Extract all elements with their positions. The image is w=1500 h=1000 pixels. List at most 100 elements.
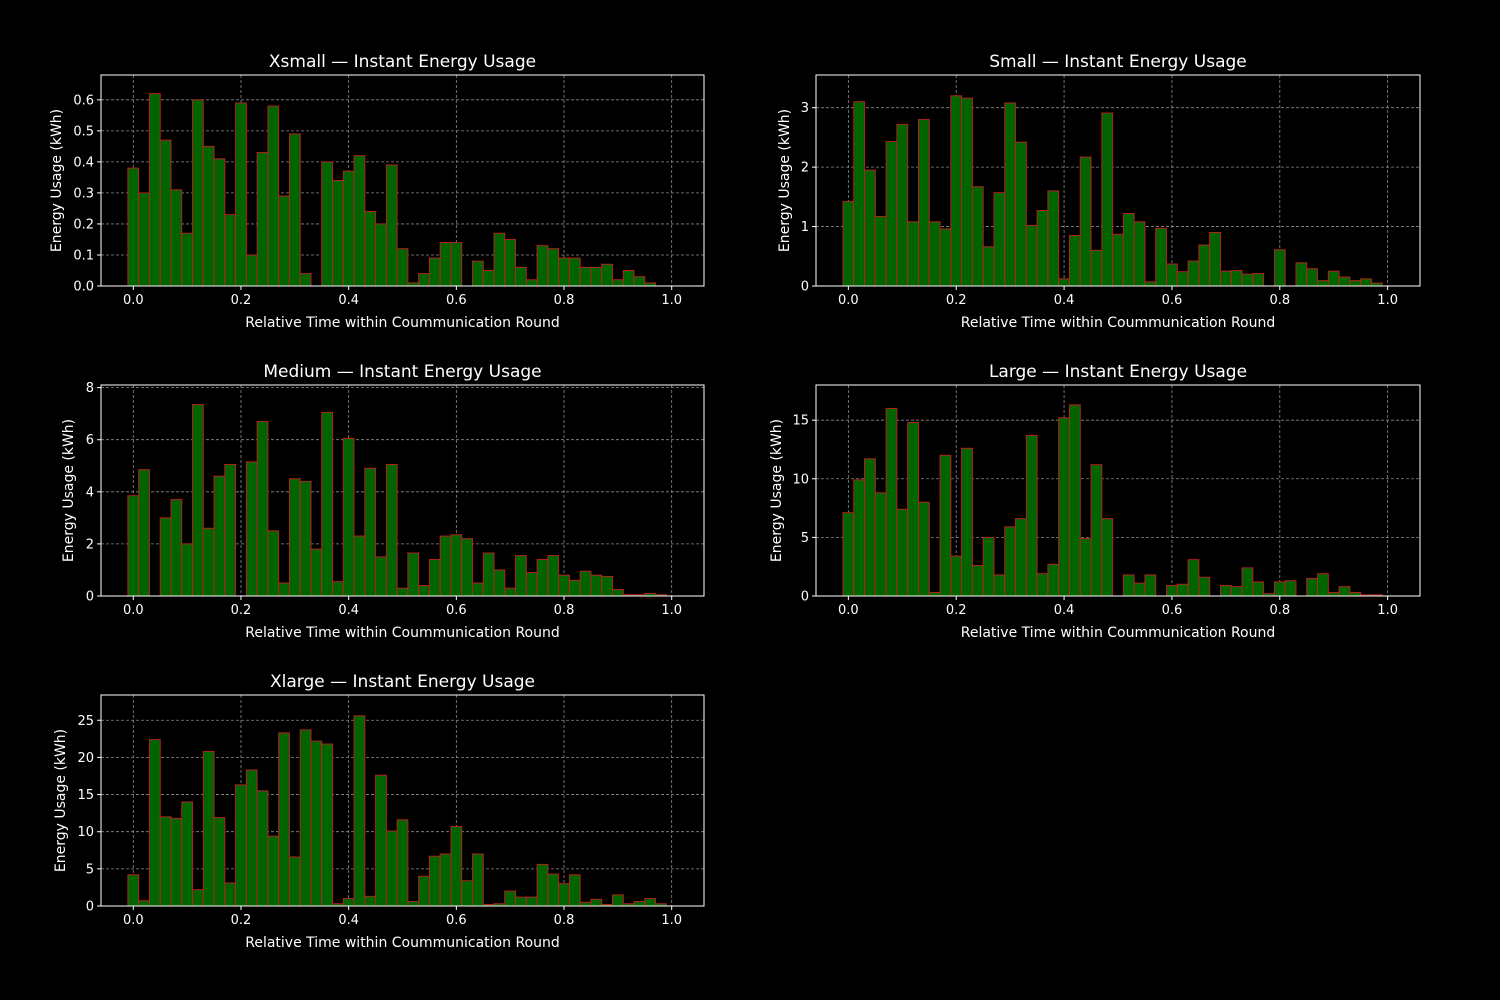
histogram-bar	[547, 873, 560, 907]
histogram-bar	[278, 582, 290, 597]
x-tick-label: 1.0	[661, 603, 682, 618]
histogram-bar	[601, 263, 613, 287]
histogram-bar	[159, 816, 172, 907]
x-tick-label: 0.6	[1162, 293, 1183, 308]
histogram-bar	[1144, 281, 1157, 287]
y-tick-label: 2	[801, 161, 809, 176]
x-tick-label: 0.6	[1162, 603, 1183, 618]
histogram-bar	[461, 880, 473, 907]
y-tick-label: 0.6	[73, 93, 94, 108]
x-tick-label: 0.4	[1054, 603, 1075, 618]
histogram-bar	[1101, 112, 1114, 287]
histogram-bar	[939, 454, 952, 597]
y-tick-label: 6	[86, 433, 94, 448]
histogram-bar	[1338, 586, 1351, 597]
histogram-bar	[1241, 567, 1254, 597]
histogram-bar	[375, 774, 387, 907]
histogram-bar	[471, 853, 484, 907]
histogram-bar	[310, 740, 323, 907]
histogram-bar	[1241, 273, 1254, 287]
histogram-bar	[1209, 232, 1221, 287]
histogram-bar	[1004, 526, 1017, 597]
histogram-bar	[907, 221, 919, 287]
axes-frame	[100, 384, 705, 597]
histogram-bar	[633, 276, 646, 287]
histogram-bar	[428, 257, 441, 287]
histogram-bar	[950, 555, 963, 597]
bars	[127, 93, 657, 287]
histogram-bar	[525, 572, 538, 597]
y-axis-label: Energy Usage (kWh)	[777, 109, 793, 252]
histogram-bar	[874, 215, 887, 287]
histogram-bar	[950, 95, 963, 287]
histogram-bar	[385, 830, 398, 907]
histogram-bar	[1058, 278, 1070, 287]
histogram-bar	[493, 232, 506, 287]
histogram-bar	[181, 543, 194, 597]
histogram-bar	[1219, 584, 1232, 597]
histogram-bar	[993, 192, 1006, 287]
x-tick-label: 0.2	[946, 293, 967, 308]
histogram-bar	[590, 574, 603, 597]
histogram-bar	[558, 257, 570, 287]
histogram-bar	[482, 269, 495, 287]
histogram-bar	[396, 587, 409, 597]
axes-frame	[815, 74, 1421, 287]
histogram-bar	[321, 411, 334, 597]
histogram-bar	[1015, 518, 1027, 597]
histogram-bar	[1047, 563, 1060, 597]
x-tick-label: 0.8	[554, 913, 575, 928]
histogram-bar	[256, 790, 269, 907]
histogram-bar	[267, 530, 280, 597]
histogram-bar	[982, 246, 995, 287]
histogram-bar	[364, 467, 377, 597]
y-tick-label: 4	[86, 485, 94, 500]
histogram-bar	[267, 105, 280, 287]
panel-xlarge: 0.0 0.2 0.4 0.6 0.8 1.0 0 5 10 15 20 25 Xlarge — In…	[53, 672, 705, 951]
histogram-bar	[633, 901, 646, 907]
histogram-bar	[622, 269, 635, 287]
histogram-bar	[1004, 102, 1017, 287]
histogram-bar	[127, 874, 140, 907]
y-axis-label: Energy Usage (kWh)	[769, 419, 785, 562]
histogram-bar	[1068, 234, 1081, 287]
histogram-bar	[1198, 244, 1211, 287]
histogram-bar	[224, 463, 237, 597]
histogram-bar	[256, 152, 269, 287]
histogram-bar	[1230, 586, 1243, 597]
histogram-bar	[138, 900, 150, 907]
histogram-bar	[1327, 591, 1340, 597]
x-tick-label: 0.4	[1054, 293, 1075, 308]
histogram-bar	[993, 574, 1006, 597]
y-tick-label: 10	[77, 825, 94, 840]
histogram-bar	[864, 169, 876, 287]
histogram-bar	[256, 420, 269, 597]
histogram-bar	[1360, 278, 1372, 287]
histogram-bar	[1079, 156, 1092, 287]
histogram-bar	[568, 579, 581, 597]
plot-area: 0.0 0.2 0.4 0.6 0.8 1.0 0 2 4 6 8	[86, 381, 705, 618]
histogram-bar	[1176, 583, 1189, 597]
y-tick-label: 0	[86, 900, 94, 915]
histogram-bar	[536, 863, 549, 907]
histogram-bar	[418, 585, 430, 597]
histogram-bar	[1015, 141, 1027, 287]
histogram-bar	[418, 875, 430, 907]
y-tick-label: 0	[801, 280, 809, 295]
x-tick-label: 1.0	[661, 913, 682, 928]
histogram-bar	[928, 591, 941, 597]
histogram-bar	[1166, 584, 1178, 597]
histogram-bar	[450, 534, 463, 597]
histogram-bar	[864, 458, 876, 597]
histogram-bar	[611, 588, 624, 597]
histogram-bar	[213, 817, 226, 907]
histogram-bar	[202, 145, 215, 287]
x-axis-label: Relative Time within Coummunication Roun…	[961, 315, 1276, 331]
plot-area: 0.0 0.2 0.4 0.6 0.8 1.0 0 5 10 15 20 25	[77, 694, 705, 928]
histogram-bar	[961, 97, 973, 287]
plot-area: 0.0 0.2 0.4 0.6 0.8 1.0 0 1 2 3	[801, 74, 1421, 308]
histogram-bar	[1122, 212, 1135, 287]
x-tick-label: 0.2	[946, 603, 967, 618]
histogram-bar	[439, 535, 452, 597]
y-tick-label: 0.4	[73, 155, 94, 170]
